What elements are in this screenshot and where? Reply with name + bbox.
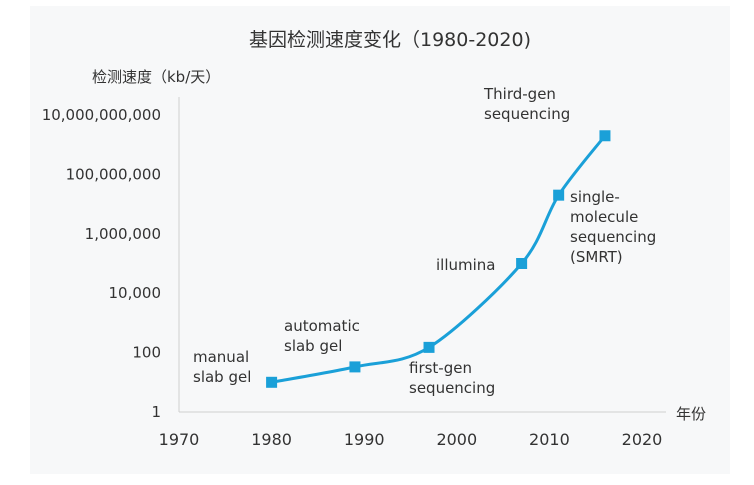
y-tick-label: 1,000,000 [85,225,161,243]
annotation-third-gen-sequencing: Third-gen sequencing [483,85,570,123]
data-point [349,361,361,373]
x-tick-label: 1970 [159,430,200,449]
annotation-first-gen-sequencing: first-gen sequencing [409,359,495,397]
data-point [266,376,278,388]
data-points [266,130,611,388]
x-tick-label: 1980 [251,430,292,449]
y-tick-label: 10,000 [109,284,162,302]
annotation-automatic-slab-gel: automatic slab gel [284,317,365,355]
y-tick-label: 10,000,000,000 [42,106,161,124]
annotation-illumina: illumina [436,256,496,274]
y-tick-label: 100,000,000 [66,165,161,183]
data-point [553,189,565,201]
annotations: manual slab gel automatic slab gel first… [193,85,661,397]
y-tick-label: 1 [151,403,161,421]
y-axis-label: 检测速度（kb/天） [92,68,220,86]
x-tick-label: 2010 [529,430,570,449]
chart-background [30,6,730,474]
x-tick-label: 2020 [622,430,663,449]
annotation-smrt: single- molecule sequencing (SMRT) [570,188,661,266]
y-tick-label: 100 [132,344,161,362]
chart-title: 基因检测速度变化（1980-2020) [249,29,531,51]
annotation-manual-slab-gel: manual slab gel [193,348,254,386]
y-tick-labels: 1 100 10,000 1,000,000 100,000,000 10,000,000… [42,106,161,421]
data-point [423,341,435,353]
data-point [516,258,528,269]
x-axis-label: 年份 [676,405,706,423]
x-tick-labels: 1970 1980 1990 2000 2010 2020 [159,430,663,449]
data-point [599,130,611,142]
x-tick-label: 1990 [344,430,385,449]
x-tick-label: 2000 [436,430,477,449]
